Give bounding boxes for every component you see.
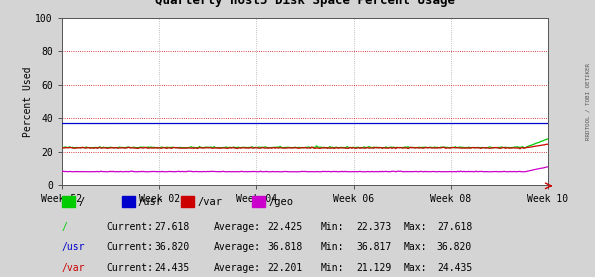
Text: 27.618: 27.618 — [437, 222, 472, 232]
Text: /: / — [78, 197, 84, 207]
Text: 22.201: 22.201 — [267, 263, 302, 273]
Text: Current:: Current: — [107, 222, 154, 232]
Text: /var: /var — [197, 197, 222, 207]
Text: Min:: Min: — [321, 242, 345, 252]
Text: Current:: Current: — [107, 242, 154, 252]
Text: 36.818: 36.818 — [267, 242, 302, 252]
Text: Average:: Average: — [214, 242, 261, 252]
Text: 24.435: 24.435 — [154, 263, 189, 273]
Text: RRDTOOL / TOBI OETIKER: RRDTOOL / TOBI OETIKER — [585, 63, 590, 140]
Text: 27.618: 27.618 — [154, 222, 189, 232]
Text: 22.425: 22.425 — [267, 222, 302, 232]
Text: Min:: Min: — [321, 222, 345, 232]
Text: 24.435: 24.435 — [437, 263, 472, 273]
Text: Max:: Max: — [404, 242, 428, 252]
Text: /usr: /usr — [137, 197, 162, 207]
Text: Max:: Max: — [404, 263, 428, 273]
Text: Current:: Current: — [107, 263, 154, 273]
Text: /var: /var — [62, 263, 86, 273]
Text: 36.817: 36.817 — [356, 242, 392, 252]
Text: /: / — [62, 222, 68, 232]
Y-axis label: Percent Used: Percent Used — [23, 66, 33, 137]
Text: Quarterly host5 Disk Space Percent Usage: Quarterly host5 Disk Space Percent Usage — [155, 0, 455, 7]
Text: Average:: Average: — [214, 263, 261, 273]
Text: 22.373: 22.373 — [356, 222, 392, 232]
Text: /usr: /usr — [62, 242, 86, 252]
Text: Min:: Min: — [321, 263, 345, 273]
Text: Max:: Max: — [404, 222, 428, 232]
Text: 21.129: 21.129 — [356, 263, 392, 273]
Text: 36.820: 36.820 — [154, 242, 189, 252]
Text: Average:: Average: — [214, 222, 261, 232]
Text: /geo: /geo — [268, 197, 293, 207]
Text: 36.820: 36.820 — [437, 242, 472, 252]
